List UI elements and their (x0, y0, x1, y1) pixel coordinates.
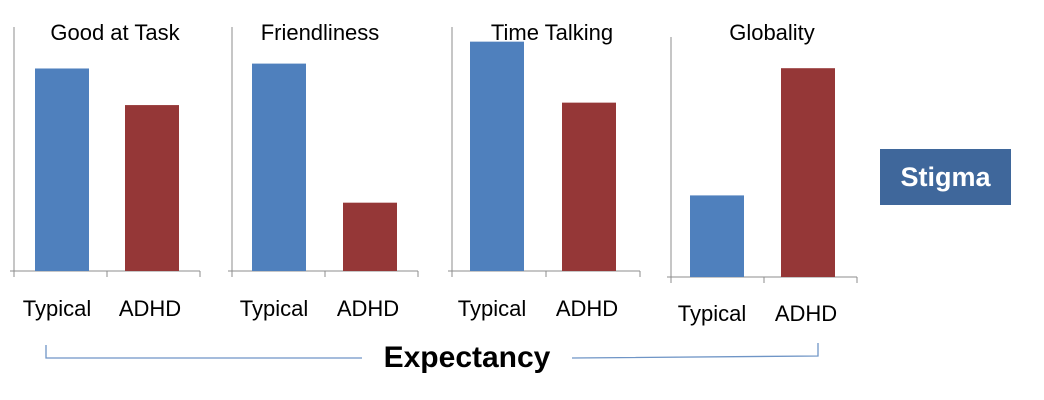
category-label: Typical (240, 296, 308, 321)
panel-2: Time Talking Typical ADHD (448, 20, 641, 321)
category-label: Typical (458, 296, 526, 321)
panel-1: Friendliness Typical ADHD (228, 20, 419, 321)
bar-adhd (781, 68, 835, 277)
category-label: Typical (678, 301, 746, 326)
chart-title: Globality (729, 20, 815, 45)
bar-typical (470, 41, 524, 271)
bar-adhd (125, 105, 179, 271)
stigma-label: Stigma (880, 149, 1011, 205)
category-label: ADHD (556, 296, 618, 321)
bar-typical (35, 68, 89, 271)
chart-title: Friendliness (261, 20, 380, 45)
category-label: ADHD (775, 301, 837, 326)
bar-adhd (562, 102, 616, 271)
bracket-right (571, 343, 819, 359)
panel-0: Good at Task Typical ADHD (10, 20, 201, 321)
bar-typical (690, 195, 744, 277)
category-label: Typical (23, 296, 91, 321)
expectancy-bracket (45, 343, 819, 359)
chart-title: Time Talking (491, 20, 613, 45)
expectancy-label: Expectancy (383, 341, 551, 374)
bar-adhd (343, 202, 397, 271)
category-label: ADHD (337, 296, 399, 321)
chart-title: Good at Task (50, 20, 180, 45)
bar-typical (252, 63, 306, 271)
bracket-left (45, 345, 362, 359)
panel-3: Globality Typical ADHD (667, 20, 858, 326)
category-label: ADHD (119, 296, 181, 321)
panels: Good at Task Typical ADHD Friendliness Typic… (10, 20, 858, 326)
